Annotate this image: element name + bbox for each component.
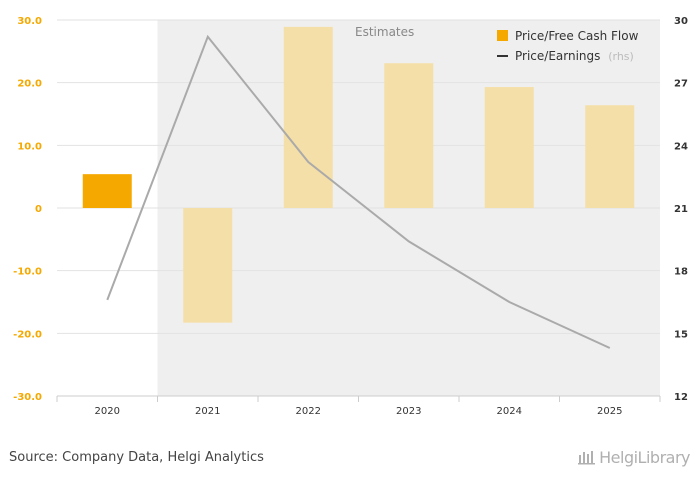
y-right-tick-0: 30 <box>674 16 688 27</box>
bar-2022 <box>283 26 333 208</box>
y-right-tick-3: 21 <box>674 204 688 215</box>
helgi-library-logo: HelgiLibrary <box>578 448 690 467</box>
legend-label-pe-name: Price/Earnings <box>515 49 600 63</box>
bar-2023 <box>384 63 434 208</box>
source-note: Source: Company Data, Helgi Analytics <box>9 450 264 465</box>
y-right-tick-1: 27 <box>674 79 688 90</box>
bar-2024 <box>484 87 534 208</box>
y-right-tick-5: 15 <box>674 329 688 340</box>
x-tick-2022: 2022 <box>296 406 321 417</box>
x-tick-2021: 2021 <box>195 406 220 417</box>
line-price-earnings <box>106 34 611 349</box>
x-tick-2024: 2024 <box>497 406 522 417</box>
axes: 30.0 20.0 10.0 0 -10.0 -20.0 -30.0 30 27 24 21 18 15… <box>13 16 688 417</box>
legend-swatch-pfcf <box>497 30 508 41</box>
estimates-label: Estimates <box>355 25 414 39</box>
bar-2025 <box>585 105 635 208</box>
y-right-tick-4: 18 <box>674 267 688 278</box>
x-tick-2020: 2020 <box>95 406 120 417</box>
bar-series <box>82 26 635 323</box>
x-tick-2025: 2025 <box>597 406 622 417</box>
chart: 30.0 20.0 10.0 0 -10.0 -20.0 -30.0 30 27 24 21 18 15… <box>13 16 688 417</box>
y-left-tick-6: -30.0 <box>13 392 42 403</box>
y-left-tick-2: 10.0 <box>17 141 42 152</box>
legend-label-pe-suffix: (rhs) <box>608 50 634 63</box>
logo-text: HelgiLibrary <box>599 448 690 467</box>
y-left-tick-5: -20.0 <box>13 329 42 340</box>
y-left-tick-3: 0 <box>35 204 42 215</box>
x-tick-2023: 2023 <box>396 406 421 417</box>
y-right-tick-6: 12 <box>674 392 688 403</box>
bar-2020 <box>82 174 132 208</box>
y-right-tick-2: 24 <box>674 141 688 152</box>
legend: Price/Free Cash Flow Price/Earnings (rhs… <box>497 29 639 63</box>
y-left-tick-0: 30.0 <box>17 16 42 27</box>
line-series <box>106 34 611 349</box>
legend-label-pe: Price/Earnings (rhs) <box>515 49 634 63</box>
y-left-tick-4: -10.0 <box>13 267 42 278</box>
legend-label-pfcf: Price/Free Cash Flow <box>515 29 639 43</box>
library-icon <box>578 451 596 465</box>
bar-2021 <box>183 208 233 323</box>
y-left-tick-1: 20.0 <box>17 79 42 90</box>
